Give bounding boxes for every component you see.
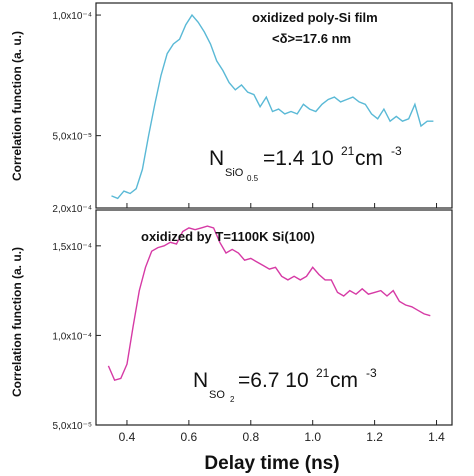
- top-panel: 1,0x10⁻⁴ 5,0x10⁻⁵ 2,0x10⁻⁴ Correlation fun…: [10, 2, 453, 215]
- bottom-y-ticks: 1,5x10⁻⁴ 1,0x10⁻⁴ 5,0x10⁻⁵: [52, 242, 101, 432]
- top-y-ticks: 1,0x10⁻⁴ 5,0x10⁻⁵ 2,0x10⁻⁴: [52, 11, 101, 215]
- x-tick-label: 1.2: [366, 430, 383, 444]
- x-tick-label: 1.4: [428, 430, 445, 444]
- top-y-axis-label: Correlation function (a. u.): [10, 31, 24, 181]
- bottom-formula-symbol: N: [193, 369, 208, 392]
- top-formula-symbol: N: [209, 147, 224, 170]
- bottom-y-tick-label: 1,0x10⁻⁴: [52, 331, 92, 342]
- bottom-panel-frame: [95, 209, 453, 426]
- top-y-tick-label: 2,0x10⁻⁴: [52, 204, 92, 215]
- top-annotation-line2: <δ>=17.6 nm: [272, 31, 351, 46]
- bottom-y-tick-label: 5,0x10⁻⁵: [53, 421, 92, 432]
- top-formula-unit-exponent: -3: [391, 144, 402, 158]
- x-axis-label: Delay time (ns): [204, 453, 339, 474]
- top-formula: N SiO 0.5 =1.4 10 21 cm -3: [209, 144, 402, 183]
- x-ticks: 0.4 0.6 0.8 1.0 1.2 1.4: [119, 203, 445, 444]
- bottom-formula-exponent: 21: [316, 366, 330, 380]
- bottom-formula-subscript: SO: [209, 389, 225, 401]
- top-formula-subsubscript: 0.5: [247, 174, 259, 183]
- bottom-formula-unit: cm: [330, 369, 358, 392]
- top-formula-subscript: SiO: [225, 167, 244, 179]
- bottom-annotation-line1: oxidized by T=1100K Si(100): [141, 229, 315, 244]
- top-y-tick-label: 5,0x10⁻⁵: [53, 132, 92, 143]
- top-annotation-line1: oxidized poly-Si film: [252, 10, 378, 25]
- bottom-series-line: [107, 225, 431, 382]
- bottom-panel: 1,5x10⁻⁴ 1,0x10⁻⁴ 5,0x10⁻⁵ 0.4 0.6 0.8 1.0 1.2…: [10, 203, 453, 444]
- x-tick-label: 0.6: [181, 430, 198, 444]
- x-tick-label: 0.8: [242, 430, 259, 444]
- bottom-formula: N SO 2 =6.7 10 21 cm -3: [193, 366, 377, 404]
- bottom-formula-value: =6.7 10: [238, 369, 309, 392]
- bottom-formula-subsubscript: 2: [230, 395, 235, 404]
- top-formula-value: =1.4 10: [263, 147, 334, 170]
- top-series-line: [111, 13, 434, 200]
- x-tick-label: 1.0: [304, 430, 321, 444]
- top-panel-frame: [95, 2, 453, 209]
- bottom-formula-unit-exponent: -3: [366, 366, 377, 380]
- bottom-y-tick-label: 1,5x10⁻⁴: [52, 242, 92, 253]
- top-formula-unit: cm: [355, 147, 383, 170]
- top-y-tick-label: 1,0x10⁻⁴: [52, 11, 92, 22]
- top-formula-exponent: 21: [341, 144, 355, 158]
- bottom-y-axis-label: Correlation function (a. u.): [10, 247, 24, 397]
- x-tick-label: 0.4: [119, 430, 136, 444]
